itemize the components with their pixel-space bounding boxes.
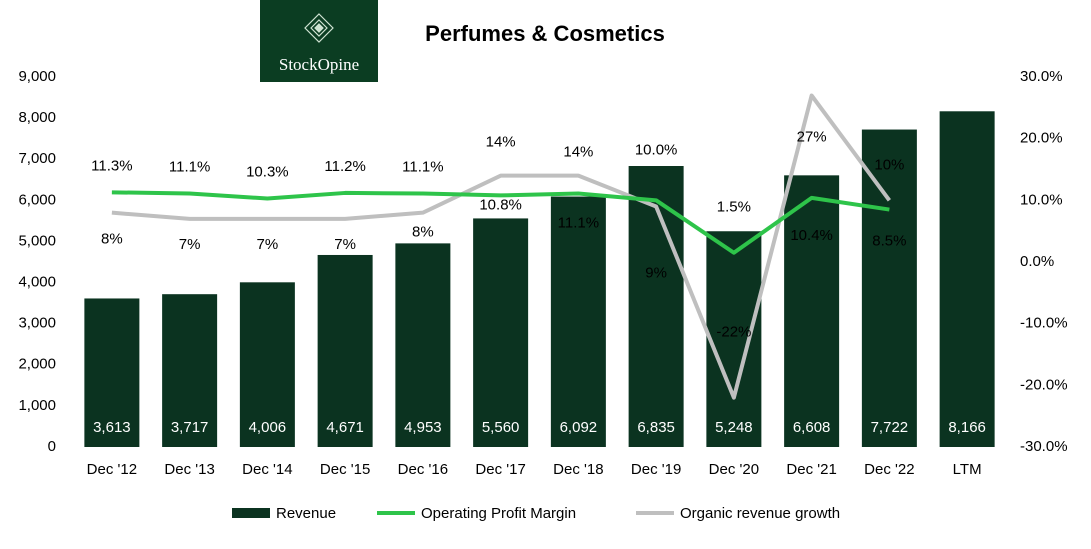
bar (239, 282, 295, 447)
y-tick-label: 1,000 (18, 397, 56, 414)
y2-tick-label: -20.0% (1020, 376, 1068, 393)
data-label: 3,717 (171, 419, 209, 436)
data-label: 8% (101, 231, 123, 248)
data-label: 1.5% (717, 199, 751, 216)
y-tick-label: 5,000 (18, 232, 56, 249)
bar (317, 254, 373, 447)
legend-label: Organic revenue growth (680, 505, 840, 522)
y-tick-label: 0 (48, 438, 56, 455)
data-label: 11.1% (558, 215, 599, 232)
data-label: 3,613 (93, 419, 131, 436)
data-label: 10.0% (635, 141, 678, 158)
y2-tick-label: -30.0% (1020, 438, 1068, 455)
legend-label: Operating Profit Margin (421, 505, 576, 522)
bar (395, 243, 451, 447)
y-tick-label: 6,000 (18, 191, 56, 208)
chart-title: Perfumes & Cosmetics (425, 21, 665, 46)
logo-icon (304, 13, 334, 43)
bar (162, 294, 218, 447)
data-label: 11.1% (169, 159, 210, 176)
data-label: 11.3% (91, 157, 132, 174)
y-tick-label: 8,000 (18, 109, 56, 126)
data-label: 10.4% (790, 227, 833, 244)
x-tick-label: Dec '22 (864, 461, 914, 478)
line (111, 93, 891, 400)
data-label: 4,006 (249, 419, 287, 436)
data-label: 8% (412, 224, 434, 241)
x-tick-label: Dec '19 (631, 461, 681, 478)
data-label: 14% (563, 144, 593, 161)
data-label: 5,248 (715, 419, 753, 436)
x-tick-label: Dec '12 (87, 461, 137, 478)
data-label: 6,608 (793, 419, 831, 436)
bar (706, 231, 762, 447)
x-tick-label: Dec '16 (398, 461, 448, 478)
data-label: 9% (645, 264, 667, 281)
line (111, 190, 890, 255)
y-tick-label: 9,000 (18, 68, 56, 85)
y2-tick-label: 20.0% (1020, 130, 1063, 147)
logo-text: StockOpine (279, 55, 359, 74)
y2-tick-label: 30.0% (1020, 68, 1063, 85)
bar (939, 111, 995, 447)
data-label: 14% (486, 134, 516, 151)
legend-label: Revenue (276, 505, 336, 522)
y-tick-label: 3,000 (18, 315, 56, 332)
bar (473, 218, 529, 447)
legend-swatch (232, 508, 270, 518)
y-tick-label: 4,000 (18, 274, 56, 291)
x-tick-label: Dec '20 (709, 461, 759, 478)
y-tick-label: 2,000 (18, 356, 56, 373)
data-label: 8,166 (948, 419, 986, 436)
data-label: -22% (716, 324, 751, 341)
bar (550, 196, 606, 447)
x-tick-label: Dec '21 (786, 461, 836, 478)
x-tick-label: Dec '15 (320, 461, 370, 478)
bar (784, 175, 840, 448)
data-label: 11.1% (402, 159, 443, 176)
data-label: 7% (257, 236, 279, 253)
data-label: 4,953 (404, 419, 442, 436)
y-tick-label: 7,000 (18, 150, 56, 167)
data-label: 6,092 (560, 419, 598, 436)
x-tick-label: LTM (953, 461, 982, 478)
y2-tick-label: -10.0% (1020, 315, 1068, 332)
data-label: 4,671 (326, 419, 364, 436)
x-tick-label: Dec '13 (164, 461, 214, 478)
data-label: 10.8% (479, 196, 522, 213)
data-label: 11.2% (324, 158, 365, 175)
data-label: 5,560 (482, 419, 520, 436)
y2-tick-label: 10.0% (1020, 191, 1063, 208)
x-tick-label: Dec '17 (475, 461, 525, 478)
data-label: 10% (874, 156, 904, 173)
bar (84, 298, 140, 447)
data-label: 6,835 (637, 419, 675, 436)
y2-tick-label: 0.0% (1020, 253, 1054, 270)
x-tick-label: Dec '18 (553, 461, 603, 478)
data-label: 7% (334, 236, 356, 253)
data-label: 8.5% (872, 233, 906, 250)
x-tick-label: Dec '14 (242, 461, 292, 478)
data-label: 10.3% (246, 163, 289, 180)
bar (861, 129, 917, 448)
data-label: 7% (179, 236, 201, 253)
data-label: 7,722 (871, 419, 909, 436)
data-label: 27% (797, 128, 827, 145)
